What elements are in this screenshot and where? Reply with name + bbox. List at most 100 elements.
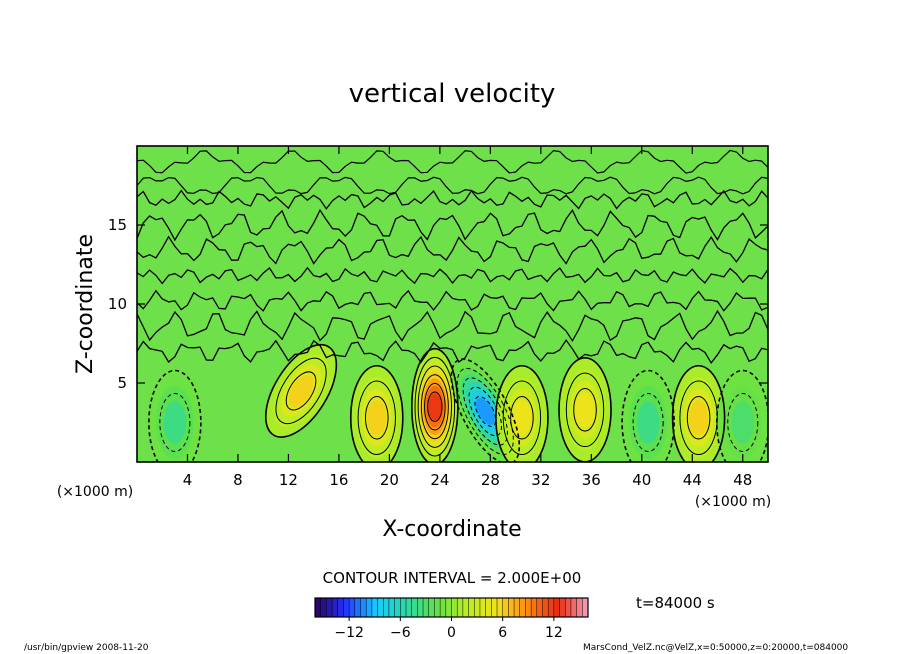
colorbar-segment <box>428 598 435 617</box>
colorbar-segment <box>559 598 566 617</box>
colorbar-segment <box>406 598 413 617</box>
x-axis-label: X-coordinate <box>382 517 521 542</box>
field-cell-2 <box>265 344 337 438</box>
colorbar-segment <box>548 598 555 617</box>
colorbar-segment <box>326 598 333 617</box>
plot-area <box>136 145 769 463</box>
colorbar-tick-label: 6 <box>498 625 507 641</box>
field-level <box>575 392 595 428</box>
contour-ring <box>285 371 317 411</box>
contour-line-upper <box>137 309 768 343</box>
contour-ring <box>364 395 389 440</box>
contour-ring <box>502 380 542 455</box>
x-tick-label: 12 <box>279 471 298 489</box>
colorbar-segment <box>497 598 504 617</box>
x-tick-label: 4 <box>183 471 193 489</box>
x-tick-label: 44 <box>683 471 702 489</box>
contour-ring <box>632 393 664 452</box>
field-level <box>512 400 532 436</box>
colorbar-segment <box>525 598 532 617</box>
colorbar-segment <box>337 598 344 617</box>
x-tick-label: 48 <box>733 471 752 489</box>
colorbar-tick-label: −12 <box>334 625 364 641</box>
colorbar-segment <box>354 598 361 617</box>
colorbar-segment <box>462 598 469 617</box>
footer-right: MarsCond_VelZ.nc@VelZ,x=0:50000,z=0:2000… <box>583 643 848 653</box>
contour-ring <box>414 356 456 457</box>
contour-line-top <box>137 149 768 174</box>
contour-line-upper <box>137 338 768 365</box>
contour-ring <box>686 395 711 440</box>
contour-ring <box>510 395 534 440</box>
field-level <box>163 401 187 444</box>
colorbar-segment <box>570 598 578 617</box>
colorbar-tick-label: 12 <box>545 625 563 641</box>
x-tick-label: 28 <box>481 471 500 489</box>
y-tick-label: 5 <box>117 374 127 392</box>
colorbar-segment <box>377 598 384 617</box>
colorbar-segment <box>536 598 543 617</box>
colorbar-segment <box>417 598 424 617</box>
colorbar-segment <box>565 598 572 617</box>
field-cell-4 <box>495 365 548 462</box>
colorbar-segment <box>508 598 515 617</box>
x-tick-label: 36 <box>582 471 601 489</box>
y-tick-label: 15 <box>108 216 127 234</box>
colorbar-segment <box>394 598 401 617</box>
field-cell-7 <box>148 370 201 462</box>
colorbar-segment <box>343 598 350 617</box>
contour-ring <box>456 367 514 455</box>
field-cell-6 <box>672 365 725 462</box>
contour-line-upper <box>137 189 768 210</box>
x-tick-label: 24 <box>430 471 449 489</box>
contour-line-upper <box>137 208 768 242</box>
chart-title: vertical velocity <box>349 79 556 109</box>
colorbar-tick-label: 0 <box>447 625 456 641</box>
time-label: t=84000 s <box>636 594 715 612</box>
contour-ring <box>159 393 191 452</box>
contour-ring <box>565 372 605 448</box>
contour-line-top <box>137 176 768 195</box>
contour-ring <box>727 393 759 452</box>
field-cell-3 <box>350 365 403 462</box>
colorbar-segment <box>400 598 407 617</box>
x-unit-left: (×1000 m) <box>57 484 133 500</box>
x-tick-label: 16 <box>329 471 348 489</box>
colorbar-segment <box>423 598 430 617</box>
footer-left: /usr/bin/gpview 2008-11-20 <box>24 643 149 653</box>
colorbar-segment <box>388 598 396 617</box>
contour-ring <box>420 374 449 440</box>
colorbar-segment <box>519 598 526 617</box>
contour-ring <box>417 365 453 448</box>
colorbar-segment <box>582 598 589 617</box>
contour-ring <box>264 343 338 438</box>
contour-ring <box>474 396 497 427</box>
colorbar-segment <box>445 598 452 617</box>
contour-interval: CONTOUR INTERVAL = 2.000E+00 <box>323 569 582 587</box>
contour-ring <box>671 364 726 462</box>
y-tick-label: 10 <box>108 295 127 313</box>
contour-ring <box>495 364 549 462</box>
field-level <box>367 400 387 436</box>
y-axis-label: Z-coordinate <box>73 234 98 374</box>
colorbar-segment <box>366 598 373 617</box>
x-tick-label: 32 <box>531 471 550 489</box>
field-cell-8 <box>622 370 675 462</box>
colorbar-segment <box>383 598 390 617</box>
x-tick-label: 20 <box>380 471 399 489</box>
colorbar-segment <box>485 598 492 617</box>
colorbar-segment <box>440 598 447 617</box>
colorbar-segment <box>360 598 367 617</box>
colorbar-segment <box>349 598 356 617</box>
contour-ring <box>679 380 718 455</box>
contour-ring <box>427 391 443 422</box>
field-level <box>288 375 314 407</box>
contour-ring <box>424 382 446 431</box>
colorbar-segment <box>479 598 487 617</box>
contour-ring <box>357 380 396 455</box>
colorbar-ticks: −12 −6 0 6 12 <box>334 617 563 641</box>
colorbar-segment <box>468 598 475 617</box>
colorbar-segment <box>474 598 481 617</box>
colorbar-segment <box>542 598 549 617</box>
